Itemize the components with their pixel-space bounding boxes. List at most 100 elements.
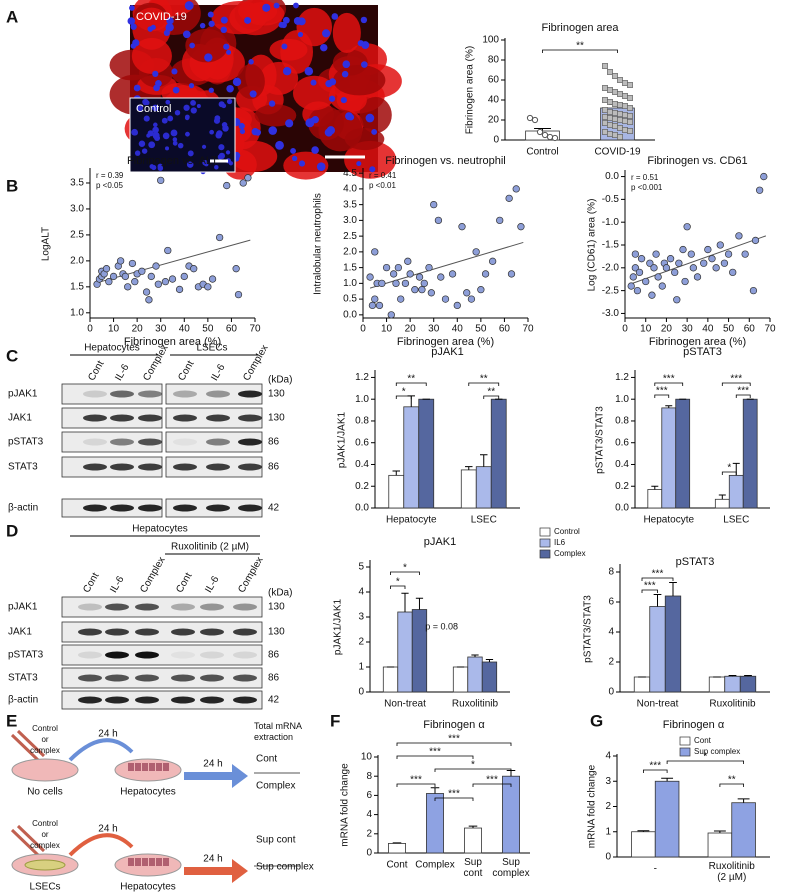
band (173, 438, 197, 446)
y-tick-label: 6 (608, 597, 614, 608)
band (138, 414, 162, 422)
nucleus (218, 101, 225, 108)
nucleus (177, 142, 184, 149)
nucleus (329, 95, 336, 102)
nucleus (172, 140, 178, 146)
kda-header: (kDa) (268, 375, 292, 386)
y-tick-label: 0.2 (615, 481, 629, 492)
nucleus (331, 13, 339, 20)
band (78, 674, 102, 682)
nucleus (185, 131, 190, 137)
bar (502, 775, 520, 854)
y-tick-label: 2 (358, 637, 364, 648)
x-tick-label: 60 (744, 324, 756, 335)
time-label: 24 h (98, 729, 117, 740)
data-point (681, 277, 689, 286)
band (171, 651, 195, 659)
data-point (662, 264, 671, 272)
data-point (708, 255, 716, 263)
nucleus (221, 122, 228, 128)
y-tick-label: 2.0 (343, 247, 357, 258)
nucleus (207, 11, 214, 18)
data-point (168, 275, 177, 283)
data-point (397, 295, 405, 303)
time-label: 24 h (98, 824, 117, 835)
data-point (131, 277, 139, 286)
lane-label: Complex (138, 555, 167, 595)
significance-label: ** (487, 387, 495, 398)
data-point (617, 111, 623, 117)
nucleus (216, 130, 223, 137)
data-point (394, 263, 403, 272)
lane-label: Complex (236, 555, 265, 595)
x-tick-label: 70 (522, 324, 534, 335)
y-tick-label: 60 (488, 75, 500, 86)
hepatocyte (128, 858, 134, 866)
y-tick-label: 3.0 (343, 215, 357, 226)
band (135, 603, 159, 611)
cell (243, 1, 285, 26)
nucleus (196, 104, 201, 109)
nucleus (209, 129, 214, 135)
lane-label: Cont (174, 571, 194, 595)
nucleus (304, 66, 314, 76)
nucleus (290, 148, 297, 154)
y-tick-label: -1.5 (602, 240, 620, 251)
x-tick-label: Ruxolitinib (2 µM) (708, 861, 755, 883)
band (233, 628, 257, 636)
kda-label: 42 (268, 695, 280, 706)
band (105, 674, 129, 682)
data-point (612, 110, 618, 116)
nucleus (365, 113, 375, 123)
kda-label: 86 (268, 437, 280, 448)
band (233, 603, 257, 611)
y-tick-label: -0.5 (602, 194, 620, 205)
band (206, 463, 230, 471)
band (173, 504, 197, 512)
error-bar (468, 825, 478, 829)
annotation: r = 0.39 (96, 171, 124, 180)
nucleus (220, 26, 228, 34)
cell (296, 7, 333, 47)
x-tick-label: Sup complex (492, 857, 530, 879)
significance-label: *** (448, 734, 460, 745)
dish-label: Hepatocytes (120, 787, 176, 798)
lane-label: Complex (241, 343, 270, 383)
nucleus (232, 77, 242, 87)
data-point (612, 132, 618, 138)
x-tick-label: 60 (226, 324, 238, 335)
data-point (704, 245, 712, 254)
significance-label: ** (480, 374, 488, 385)
cell (359, 96, 392, 134)
data-point (124, 283, 132, 291)
significance-bracket (434, 768, 512, 772)
significance-bracket (666, 760, 745, 764)
panel-letter: D (6, 521, 18, 540)
nucleus (342, 60, 351, 69)
legend-swatch (679, 736, 691, 746)
bar (654, 780, 680, 858)
significance-bracket (721, 471, 737, 475)
band (200, 651, 224, 659)
y-tick-label: 1 (605, 826, 611, 837)
band (105, 696, 129, 704)
chart-title: Fibrinogen vs. ALT (127, 155, 218, 167)
legend-swatch (539, 549, 551, 559)
nucleus (226, 49, 232, 55)
data-point (627, 105, 633, 111)
data-point (648, 291, 656, 299)
band (238, 414, 262, 422)
data-point (693, 273, 702, 281)
data-point (531, 116, 539, 124)
data-point (536, 128, 544, 136)
y-tick-label: 0 (605, 852, 611, 863)
bar (490, 398, 507, 509)
data-point (389, 270, 398, 278)
y-axis-label: Fibrinogen area (%) (465, 46, 476, 134)
cell (236, 64, 265, 100)
significance-bracket (396, 742, 512, 746)
bar (728, 474, 744, 509)
x-tick-label: 10 (381, 324, 393, 335)
nucleus (244, 16, 252, 24)
band (171, 674, 195, 682)
